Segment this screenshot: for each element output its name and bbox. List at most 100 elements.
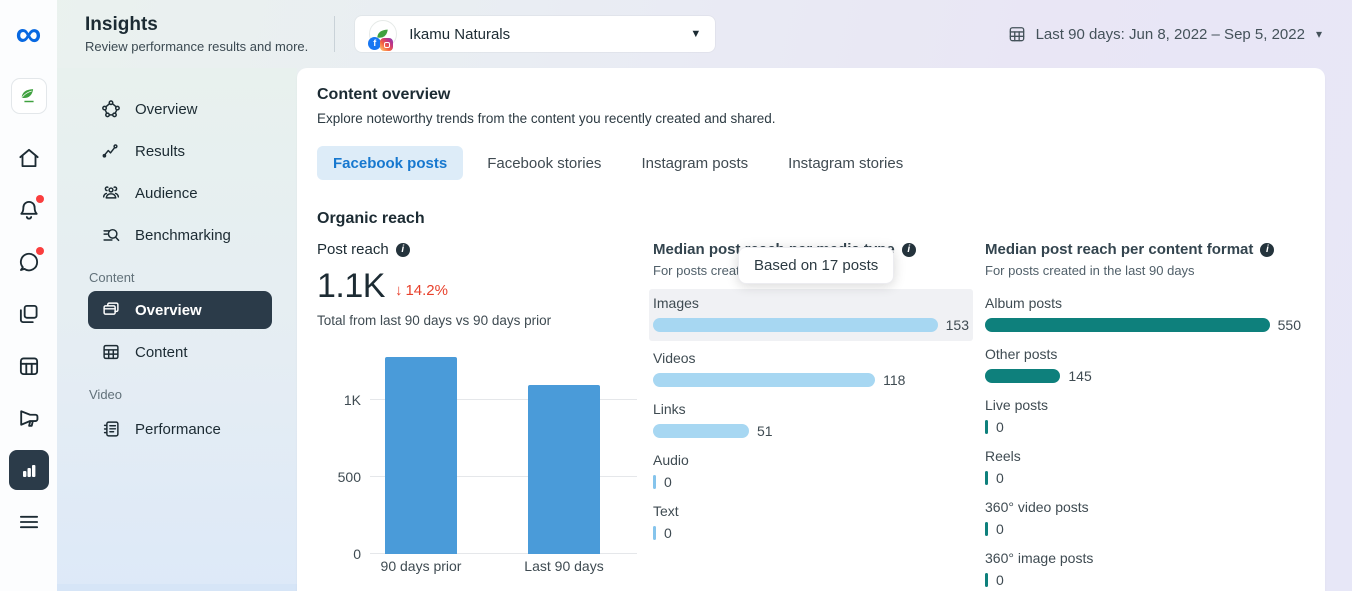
info-icon[interactable]: i <box>901 242 916 257</box>
page-subtitle: Review performance results and more. <box>85 39 309 54</box>
info-icon[interactable]: i <box>1260 242 1275 257</box>
content-format-subtitle: For posts created in the last 90 days <box>985 263 1195 278</box>
post-reach-change: 14.2% <box>405 282 448 299</box>
ads-button[interactable] <box>9 398 49 438</box>
post-reach-bar-chart: 1K 500 0 90 days prior Last 90 days <box>317 354 637 584</box>
360-video-posts-bar <box>985 521 988 536</box>
benchmark-search-icon <box>103 228 120 242</box>
bar-row-reels: Reels 0 <box>985 448 1021 486</box>
insights-button[interactable] <box>8 450 49 490</box>
bar-row-text: Text 0 <box>653 503 679 541</box>
sidebar-item-performance[interactable]: Performance <box>88 408 272 450</box>
posts-button[interactable] <box>9 294 49 334</box>
megaphone-icon <box>19 410 38 427</box>
insights-bars-icon <box>22 465 35 477</box>
tab-facebook-posts[interactable]: Facebook posts <box>317 146 464 180</box>
sidebar-item-label: Performance <box>135 420 221 438</box>
bar-row-360-video-posts: 360° video posts 0 <box>985 499 1089 537</box>
table-grid-icon <box>103 344 119 360</box>
content-overview-card: Content overview Explore noteworthy tren… <box>297 68 1325 591</box>
instagram-badge-icon <box>380 38 394 51</box>
content-format-bar-list: Album posts 550 Other posts 145 Live pos… <box>985 294 1301 588</box>
caret-down-icon: ▾ <box>1315 27 1322 41</box>
meta-logo-icon: ∞ <box>15 13 42 54</box>
home-icon <box>18 148 39 168</box>
business-avatar[interactable] <box>10 78 47 114</box>
gridline-500: 500 <box>338 469 637 485</box>
tab-instagram-posts[interactable]: Instagram posts <box>625 146 764 180</box>
sidebar-item-label: Benchmarking <box>135 226 231 244</box>
sidebar-item-label: Content <box>135 343 188 361</box>
sidebar-item-content[interactable]: Content <box>88 331 272 373</box>
links-bar <box>653 423 749 438</box>
chart-plot-area: 1K 500 0 90 days prior Last 90 days <box>338 354 637 574</box>
channel-tabs: Facebook posts Facebook stories Instagra… <box>317 146 1305 180</box>
sidebar-section-video: Video <box>89 387 123 402</box>
insights-sidebar: Overview Results Audience Benchmarking C… <box>57 68 297 591</box>
date-range-selector[interactable]: Last 90 days: Jun 8, 2022 – Sep 5, 2022 … <box>1007 24 1352 44</box>
y-axis-tick: 0 <box>353 545 361 562</box>
line-chart-icon <box>102 144 118 158</box>
home-button[interactable] <box>9 138 49 178</box>
content-format-panel: Median post reach per content format i F… <box>985 241 1301 591</box>
reels-bar <box>985 470 988 485</box>
arrow-down-icon: ↓ <box>394 282 403 299</box>
sidebar-item-label: Overview <box>135 100 198 118</box>
bell-icon <box>19 200 38 220</box>
bar-row-images: Images 153 <box>653 295 969 333</box>
calendar-icon <box>1009 27 1024 42</box>
content-format-title: Median post reach per content format <box>985 241 1254 258</box>
more-menu-button[interactable] <box>9 502 49 542</box>
sidebar-item-label: Overview <box>135 301 202 319</box>
sidebar-item-results[interactable]: Results <box>88 130 272 172</box>
date-range-label: Last 90 days: Jun 8, 2022 – Sep 5, 2022 <box>1035 25 1305 43</box>
bar-row-audio: Audio 0 <box>653 452 689 490</box>
post-reach-caption: Total from last 90 days vs 90 days prior <box>317 313 552 328</box>
facebook-badge-icon: f <box>368 37 382 50</box>
tab-instagram-stories[interactable]: Instagram stories <box>772 146 919 180</box>
sidebar-item-audience[interactable]: Audience <box>88 172 272 214</box>
chat-icon <box>19 252 38 272</box>
bar-row-videos: Videos 118 <box>653 350 906 388</box>
audio-bar <box>653 474 656 489</box>
account-selector[interactable]: f Ikamu Naturals ▼ <box>355 16 716 52</box>
media-type-panel: Median post reach per media type i For p… <box>649 241 973 591</box>
live-posts-bar <box>985 419 988 434</box>
y-axis-tick: 500 <box>337 468 361 485</box>
messages-badge <box>35 247 44 255</box>
sidebar-item-benchmarking[interactable]: Benchmarking <box>88 214 272 256</box>
post-reach-value: 1.1K <box>317 267 385 305</box>
bar-last-90-days <box>528 384 600 554</box>
posts-icon <box>19 304 38 324</box>
network-icon <box>102 100 120 118</box>
x-axis-label: Last 90 days <box>524 558 604 574</box>
gridline-1k: 1K <box>344 392 637 408</box>
organic-reach-title: Organic reach <box>317 210 425 227</box>
bar-row-live-posts: Live posts 0 <box>985 397 1049 435</box>
sidebar-item-overview[interactable]: Overview <box>88 88 272 130</box>
sidebar-item-content-overview[interactable]: Overview <box>88 291 272 329</box>
planner-button[interactable] <box>9 346 49 386</box>
notebook-list-icon <box>103 421 119 437</box>
messages-button[interactable] <box>9 242 49 282</box>
caret-down-icon: ▼ <box>690 28 702 40</box>
album-posts-bar <box>985 317 1270 332</box>
content-overview-subtitle: Explore noteworthy trends from the conte… <box>317 111 776 126</box>
videos-bar <box>653 372 876 387</box>
bar-row-album-posts: Album posts 550 <box>985 295 1301 333</box>
post-reach-label: Post reach <box>317 241 389 258</box>
post-reach-panel: Post reach i 1.1K ↓ 14.2% Total from las… <box>317 241 637 591</box>
360-image-posts-bar <box>985 572 988 587</box>
media-type-bar-list: Images 153 Videos 118 Links <box>649 289 973 541</box>
people-icon <box>102 186 120 199</box>
info-icon[interactable]: i <box>395 242 410 257</box>
gridline-0: 0 <box>353 546 637 562</box>
bar-row-links: Links 51 <box>653 401 773 439</box>
meta-logo[interactable]: ∞ <box>0 0 57 68</box>
notifications-button[interactable] <box>9 190 49 230</box>
tab-facebook-stories[interactable]: Facebook stories <box>471 146 617 180</box>
header-divider <box>334 16 336 52</box>
tooltip: Based on 17 posts <box>738 247 895 284</box>
bar-row-360-image-posts: 360° image posts 0 <box>985 550 1094 588</box>
highlighted-row: Images 153 <box>649 289 973 341</box>
